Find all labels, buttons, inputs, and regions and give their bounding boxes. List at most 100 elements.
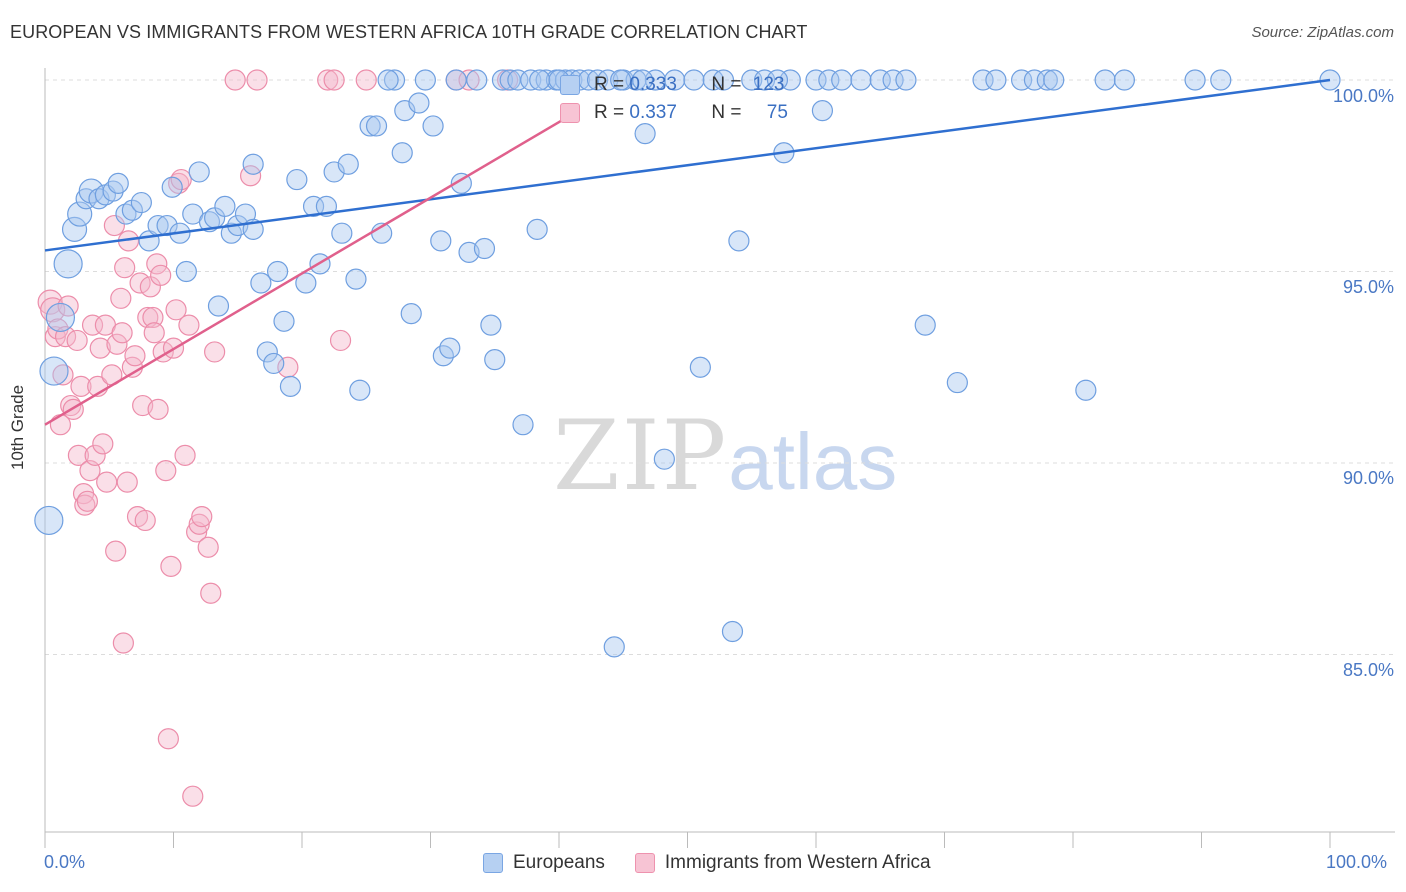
watermark-zip: ZIP: [553, 400, 729, 512]
data-point-europeans: [946, 371, 968, 394]
data-point-europeans: [972, 69, 994, 91]
blue-swatch: [560, 75, 580, 95]
data-point-immigrants: [112, 632, 134, 654]
data-point-immigrants: [200, 582, 222, 604]
data-point-immigrants: [160, 555, 182, 578]
data-point-immigrants: [458, 69, 480, 91]
r-label: R =: [594, 102, 625, 123]
data-point-europeans: [242, 153, 264, 175]
data-point-europeans: [450, 172, 472, 195]
data-point-europeans: [408, 92, 430, 114]
data-point-europeans: [507, 69, 529, 91]
legend-row-europeans: R = 0.333 N = 123: [560, 72, 784, 98]
data-point-immigrants: [142, 306, 164, 329]
data-point-immigrants: [134, 509, 156, 532]
data-point-immigrants: [66, 329, 88, 352]
data-point-europeans: [1094, 69, 1116, 91]
legend-item-immigrants[interactable]: Immigrants from Western Africa: [634, 852, 931, 874]
data-point-immigrants: [168, 172, 190, 195]
data-point-europeans: [67, 201, 93, 227]
data-point-europeans: [430, 230, 452, 252]
data-point-immigrants: [70, 375, 92, 397]
data-point-europeans: [207, 295, 230, 317]
data-point-europeans: [273, 310, 295, 332]
data-point-europeans: [520, 69, 542, 91]
y-tick-label: 85.0%: [1342, 660, 1394, 680]
data-point-europeans: [34, 505, 64, 536]
stats-legend: R = 0.333 N = 123 R = 0.337 N = 75: [560, 68, 820, 130]
data-point-europeans: [107, 172, 129, 195]
data-point-europeans: [869, 69, 891, 91]
data-point-immigrants: [84, 444, 106, 466]
data-point-europeans: [302, 195, 325, 217]
data-point-europeans: [263, 352, 285, 375]
legend-item-europeans[interactable]: Europeans: [483, 852, 605, 874]
watermark-atlas: atlas: [728, 417, 898, 506]
data-point-immigrants: [103, 214, 125, 237]
data-point-europeans: [422, 115, 444, 137]
data-point-europeans: [156, 214, 178, 237]
data-point-immigrants: [182, 785, 204, 807]
data-point-immigrants: [323, 69, 345, 91]
data-point-immigrants: [76, 490, 99, 512]
watermark: ZIPatlas: [553, 400, 897, 512]
data-point-europeans: [39, 356, 69, 386]
chart-title: EUROPEAN VS IMMIGRANTS FROM WESTERN AFRI…: [10, 22, 808, 42]
data-point-immigrants: [116, 471, 138, 493]
data-point-europeans: [466, 69, 488, 91]
data-point-europeans: [161, 176, 183, 198]
data-point-europeans: [818, 69, 840, 91]
data-point-europeans: [130, 191, 152, 214]
data-point-europeans: [266, 260, 289, 283]
data-point-immigrants: [114, 257, 136, 279]
data-point-europeans: [491, 69, 514, 91]
data-point-europeans: [529, 69, 551, 91]
data-point-immigrants: [111, 322, 133, 344]
data-point-europeans: [349, 379, 371, 401]
data-point-europeans: [400, 303, 422, 325]
data-point-immigrants: [197, 536, 219, 558]
data-point-europeans: [1113, 69, 1136, 91]
data-point-immigrants: [329, 329, 352, 352]
data-point-europeans: [712, 69, 735, 91]
data-point-europeans: [115, 203, 137, 225]
data-point-europeans: [250, 272, 272, 294]
legend-label: Europeans: [513, 852, 605, 873]
data-point-europeans: [445, 69, 467, 91]
data-point-europeans: [121, 199, 143, 221]
data-point-immigrants: [188, 513, 210, 535]
series-legend: Europeans Immigrants from Western Africa: [483, 852, 961, 874]
data-point-europeans: [728, 230, 750, 252]
data-point-europeans: [597, 69, 619, 91]
data-point-europeans: [721, 620, 744, 643]
data-point-europeans: [811, 100, 834, 122]
data-point-europeans: [331, 222, 353, 244]
data-point-immigrants: [124, 345, 146, 367]
data-point-europeans: [1010, 69, 1033, 91]
r-label: R =: [594, 74, 625, 95]
data-point-europeans: [439, 337, 461, 359]
data-point-europeans: [779, 69, 801, 91]
data-point-europeans: [279, 375, 302, 397]
data-point-immigrants: [224, 69, 246, 91]
data-point-immigrants: [246, 69, 268, 91]
data-point-europeans: [175, 260, 197, 283]
data-point-europeans: [683, 69, 705, 91]
data-point-immigrants: [143, 322, 165, 344]
n-label: N =: [711, 102, 742, 123]
data-point-europeans: [61, 216, 88, 242]
n-label: N =: [711, 74, 742, 95]
data-point-immigrants: [170, 168, 192, 191]
y-tick-label: 90.0%: [1342, 468, 1394, 488]
data-point-europeans: [634, 123, 656, 145]
n-value: 75: [766, 102, 788, 123]
data-point-immigrants: [105, 540, 127, 562]
data-point-europeans: [914, 314, 936, 336]
data-point-europeans: [512, 414, 534, 436]
data-point-europeans: [753, 69, 776, 91]
data-point-immigrants: [147, 398, 169, 420]
data-point-immigrants: [106, 333, 128, 355]
data-point-europeans: [286, 168, 308, 191]
y-axis-label: 10th Grade: [8, 384, 27, 470]
source-label: Source: ZipAtlas.com: [1251, 24, 1394, 41]
